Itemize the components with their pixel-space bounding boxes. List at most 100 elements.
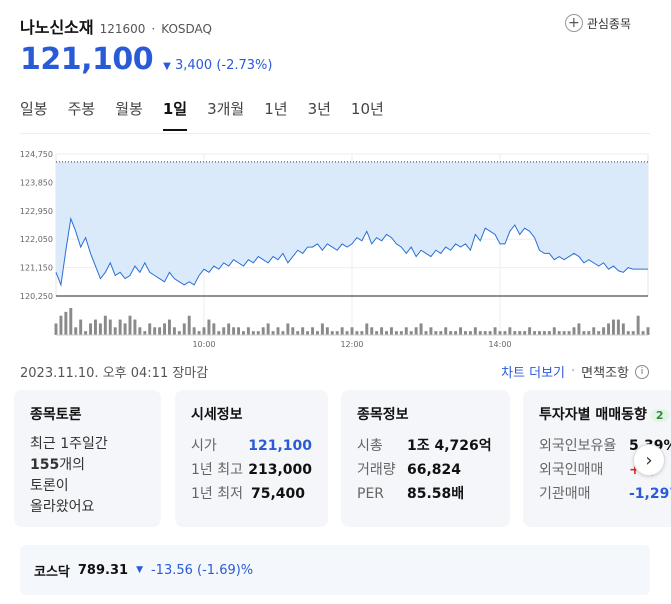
tab-7[interactable]: 10년 [350, 100, 384, 118]
info-icon[interactable]: i [635, 364, 649, 379]
intraday-chart[interactable]: 124,750 123,850 122,950 122,050 121,150 120,2… [0, 140, 671, 355]
investor-key: 외국인매매 [539, 462, 604, 478]
volume-bar [123, 323, 127, 335]
volume-bar [207, 319, 211, 335]
volume-bar [463, 331, 467, 335]
next-cards-button[interactable]: › [633, 444, 665, 476]
volume-bar [237, 327, 241, 335]
index-change: -13.56 (-1.69)% [150, 562, 254, 578]
volume-bar [389, 327, 393, 335]
quote-row-high: 1년 최고 213,000 [191, 458, 312, 482]
y-tick-label: 121,150 [20, 264, 53, 273]
volume-bar [212, 323, 216, 335]
volume-bar [582, 331, 586, 335]
tab-2[interactable]: 월봉 [115, 100, 143, 118]
volume-bar [330, 331, 334, 335]
volume-bar [271, 331, 275, 335]
investor-title-text: 투자자별 매매동향 [539, 407, 647, 423]
volume-bar [281, 331, 285, 335]
market-timestamp: 2023.11.10. 오후 04:11 장마감 [20, 366, 209, 381]
quote-title: 시세정보 [191, 407, 243, 423]
volume-bar [89, 323, 93, 335]
quote-card[interactable]: 시세정보 시가 121,100 1년 최고 213,000 1년 최저 75,400 [175, 390, 328, 527]
volume-bar [163, 323, 167, 335]
quote-value: 75,400 [251, 486, 306, 502]
volume-bar [592, 327, 596, 335]
volume-bar [340, 327, 344, 335]
volume-bar [246, 327, 250, 335]
info-key: PER [357, 486, 385, 502]
volume-bar [54, 323, 58, 335]
volume-bar [172, 327, 176, 335]
stock-market: KOSDAQ [161, 22, 212, 36]
period-tabs: 일봉 주봉 월봉 1일 3개월 1년 3년 10년 [20, 98, 384, 131]
volume-bar [444, 327, 448, 335]
tab-4[interactable]: 3개월 [207, 100, 245, 118]
volume-bar [69, 308, 73, 335]
tab-5[interactable]: 1년 [264, 100, 288, 118]
investor-row-inst: 기관매매 -1,297 [539, 482, 671, 506]
chart-more-link[interactable]: 차트 더보기 [501, 366, 566, 381]
info-key: 거래량 [357, 462, 396, 478]
volume-bar [611, 319, 615, 335]
volume-bar [626, 331, 630, 335]
volume-bar [118, 319, 122, 335]
investor-badge: 2 [650, 409, 669, 422]
volume-bar [439, 331, 443, 335]
volume-bar [217, 331, 221, 335]
change-amount: 3,400 [174, 58, 213, 73]
disclaimer-link[interactable]: 면책조항 [581, 366, 629, 381]
stock-info-card[interactable]: 종목정보 시총 1조 4,726억 거래량 66,824 PER 85.58배 [341, 390, 510, 527]
discussion-card[interactable]: 종목토론 최근 1주일간 155개의 토론이 올라왔어요 [14, 390, 161, 527]
volume-bar [266, 323, 270, 335]
volume-bar [232, 327, 236, 335]
quote-key: 1년 최고 [191, 462, 243, 478]
volume-bar [552, 327, 556, 335]
x-tick-label: 14:00 [488, 340, 511, 349]
discussion-line-2: 155개의 [30, 455, 145, 476]
tab-0[interactable]: 일봉 [20, 100, 48, 118]
add-watchlist-button[interactable]: + 관심종목 [564, 14, 631, 32]
discussion-title: 종목토론 [30, 407, 82, 423]
tab-6[interactable]: 3년 [307, 100, 331, 118]
tab-divider [20, 133, 650, 134]
stock-name[interactable]: 나노신소재 [20, 18, 94, 37]
volume-bar [345, 331, 349, 335]
stock-info-title: 종목정보 [357, 407, 409, 423]
volume-bar [459, 327, 463, 335]
link-separator: · [571, 364, 576, 379]
volume-bar [385, 331, 389, 335]
price-line [55, 216, 648, 287]
quote-row-open: 시가 121,100 [191, 434, 312, 458]
index-summary[interactable]: 코스닥 789.31 ▼ -13.56 (-1.69)% [20, 545, 650, 595]
tab-1[interactable]: 주봉 [67, 100, 96, 118]
tab-3[interactable]: 1일 [162, 98, 188, 131]
volume-bar [394, 331, 398, 335]
volume-bar [350, 327, 354, 335]
investor-key: 기관매매 [539, 486, 591, 502]
volume-bar [197, 331, 201, 335]
volume-bar [483, 331, 487, 335]
stock-code: 121600 [99, 22, 146, 36]
volume-bar [380, 327, 384, 335]
price-change: ▼ 3,400 (-2.73%) [163, 58, 272, 73]
volume-bar [424, 331, 428, 335]
volume-bar [103, 315, 107, 335]
investor-value: -1,297 [629, 486, 671, 502]
volume-bar [355, 331, 359, 335]
info-cards: 종목토론 최근 1주일간 155개의 토론이 올라왔어요 시세정보 시가 121,… [14, 390, 671, 528]
volume-bar [84, 331, 88, 335]
volume-bar [167, 319, 171, 335]
volume-bar [291, 327, 295, 335]
volume-bar [414, 327, 418, 335]
volume-bar [641, 331, 645, 335]
volume-bar [513, 331, 517, 335]
x-tick-label: 10:00 [192, 340, 215, 349]
volume-bar [98, 323, 102, 335]
x-tick-label: 12:00 [340, 340, 363, 349]
y-tick-label: 120,250 [20, 292, 53, 301]
volume-bar [108, 319, 112, 335]
info-row-cap: 시총 1조 4,726억 [357, 434, 494, 458]
investor-title: 투자자별 매매동향 2 [539, 404, 671, 424]
volume-bar [607, 323, 611, 335]
